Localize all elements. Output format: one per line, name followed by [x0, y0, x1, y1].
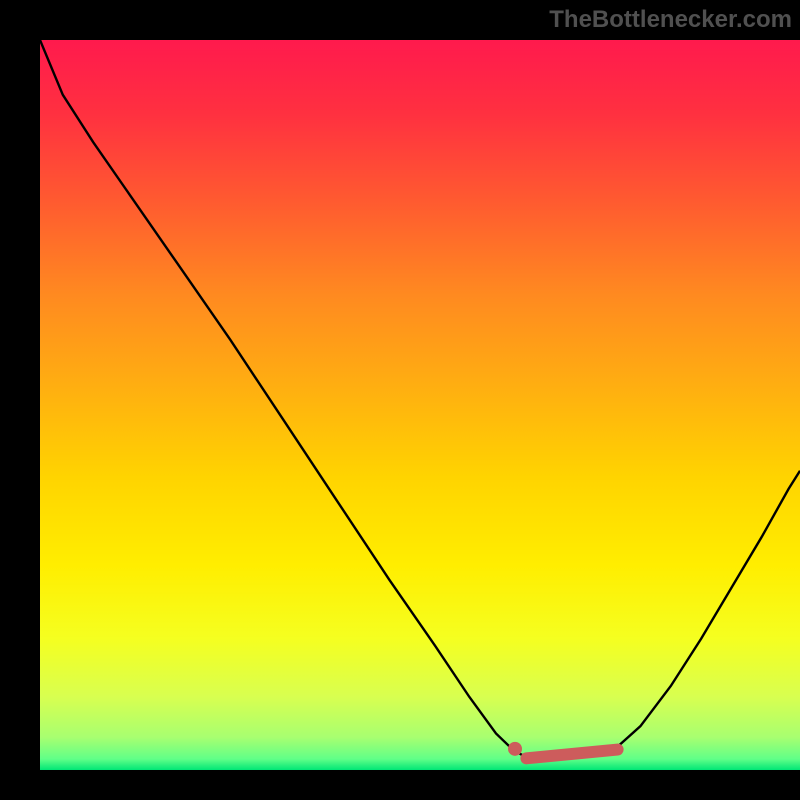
marker-dot: [508, 742, 522, 756]
chart-stage: TheBottlenecker.com: [0, 0, 800, 800]
plot-svg: [0, 0, 800, 800]
watermark-text: TheBottlenecker.com: [549, 6, 792, 34]
